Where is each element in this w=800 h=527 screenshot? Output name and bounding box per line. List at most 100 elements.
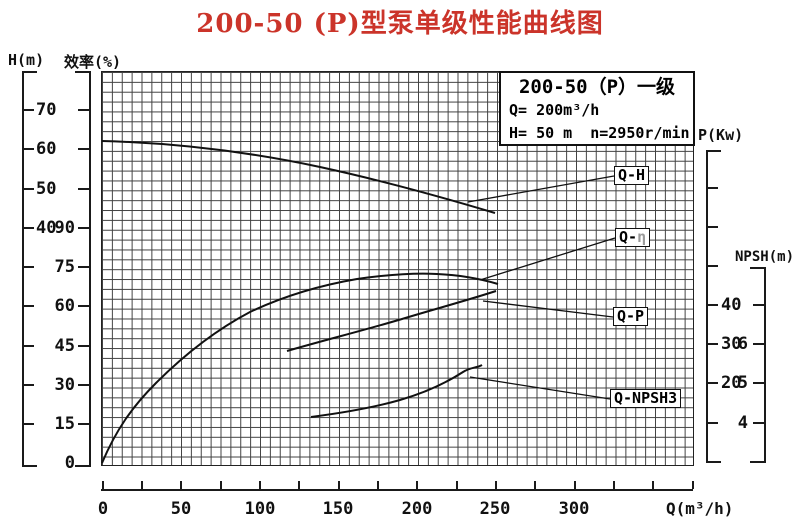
- h-tick: [22, 109, 34, 111]
- npsh-axis-title: NPSH(m): [735, 249, 795, 265]
- q-tick: [692, 481, 694, 489]
- npsh-axis-corner-top: [750, 267, 766, 269]
- q-tick: [102, 481, 104, 489]
- npsh-axis-line: [764, 267, 766, 463]
- q-tick: [495, 481, 497, 489]
- efficiency-tick: [78, 423, 90, 425]
- curve-label-q-eta-prefix: Q-: [619, 228, 638, 246]
- efficiency-tick-label: 75: [54, 257, 75, 277]
- p-axis-corner-bottom: [706, 461, 721, 463]
- h-tick: [22, 227, 34, 229]
- p-tick: [706, 343, 718, 345]
- efficiency-tick: [78, 266, 90, 268]
- h-tick-label: 40: [36, 218, 57, 238]
- p-axis-title: P(Kw): [698, 126, 744, 144]
- p-tick: [706, 226, 718, 228]
- q-tick: [456, 481, 458, 489]
- h-tick: [22, 148, 34, 150]
- q-tick: [338, 481, 340, 489]
- p-tick-label: 20: [721, 373, 742, 393]
- rated-head: H= 50 m: [509, 124, 573, 142]
- q-tick: [377, 481, 379, 489]
- p-tick: [706, 265, 718, 267]
- efficiency-tick-label: 0: [64, 453, 75, 473]
- q-tick: [298, 481, 300, 489]
- h-tick: [22, 188, 34, 190]
- h-tick-label: 60: [36, 139, 57, 159]
- efficiency-tick: [78, 227, 90, 229]
- efficiency-axis-line: [89, 71, 91, 467]
- npsh-tick: [753, 382, 765, 384]
- efficiency-tick: [78, 109, 90, 111]
- npsh-tick: [753, 304, 765, 306]
- q-tick: [220, 481, 222, 489]
- q-tick: [141, 481, 143, 489]
- p-tick: [706, 304, 718, 306]
- efficiency-tick-label: 90: [54, 218, 75, 238]
- q-tick-label: 250: [479, 499, 511, 519]
- q-tick-label: 0: [97, 499, 109, 519]
- efficiency-tick: [78, 345, 90, 347]
- h-tick: [22, 305, 34, 307]
- q-tick: [574, 481, 576, 489]
- rated-flow: Q= 200m³/h: [509, 101, 600, 119]
- pump-model: 200-50（P）一级: [518, 76, 676, 98]
- q-tick-label: 300: [558, 499, 590, 519]
- curve-label-q-h: Q-H: [614, 166, 650, 185]
- q-tick-label: 200: [401, 499, 433, 519]
- h-tick: [22, 384, 34, 386]
- efficiency-tick: [78, 188, 90, 190]
- q-tick: [652, 481, 654, 489]
- eta-symbol: η: [637, 228, 647, 246]
- h-tick: [22, 266, 34, 268]
- h-axis-title: H(m): [8, 51, 45, 69]
- npsh-tick-label: 5: [737, 373, 748, 393]
- q-tick-label: 50: [170, 499, 192, 519]
- chart-title: 200-50 (P)型泵单级性能曲线图: [196, 9, 604, 39]
- curve-label-q-npsh3: Q-NPSH3: [610, 389, 682, 408]
- efficiency-axis-title: 效率(%): [64, 53, 122, 71]
- h-tick-label: 70: [36, 100, 57, 120]
- q-axis-line: [101, 489, 693, 491]
- rated-speed: n=2950r/min: [590, 124, 690, 142]
- h-axis-line: [22, 71, 24, 467]
- h-tick-label: 50: [36, 179, 57, 199]
- h-axis-corner-bottom: [22, 465, 37, 467]
- rated-head-speed: H= 50 m n=2950r/min: [501, 122, 693, 145]
- efficiency-tick-label: 45: [54, 336, 75, 356]
- q-tick: [534, 481, 536, 489]
- h-axis-corner-top: [22, 71, 37, 73]
- info-box: 200-50（P）一级 Q= 200m³/h H= 50 m n=2950r/mi…: [499, 71, 695, 146]
- npsh-tick: [753, 343, 765, 345]
- efficiency-tick: [78, 384, 90, 386]
- curve-label-q-p: Q-P: [613, 307, 649, 326]
- q-axis-title: Q(m³/h): [666, 499, 734, 518]
- p-axis-line: [706, 150, 708, 463]
- q-tick: [259, 481, 261, 489]
- npsh-tick-label: 6: [737, 334, 748, 354]
- npsh-tick-label: 4: [737, 413, 748, 433]
- efficiency-tick-label: 15: [54, 414, 75, 434]
- p-tick: [706, 187, 718, 189]
- efficiency-tick: [78, 305, 90, 307]
- efficiency-tick-label: 30: [54, 375, 75, 395]
- p-tick: [706, 382, 718, 384]
- h-tick: [22, 345, 34, 347]
- npsh-axis-corner-bottom: [750, 461, 766, 463]
- efficiency-axis-corner-top: [75, 71, 91, 73]
- q-tick: [613, 481, 615, 489]
- npsh-tick: [753, 422, 765, 424]
- p-tick: [706, 422, 718, 424]
- q-tick-label: 150: [322, 499, 354, 519]
- p-tick-label: 40: [721, 295, 742, 315]
- efficiency-tick-label: 60: [54, 296, 75, 316]
- efficiency-axis-corner-bottom: [75, 465, 91, 467]
- q-tick: [416, 481, 418, 489]
- q-tick: [180, 481, 182, 489]
- curve-label-q-eta: Q-η: [615, 228, 651, 247]
- p-tick-label: 30: [721, 334, 742, 354]
- q-tick-label: 100: [244, 499, 276, 519]
- efficiency-tick: [78, 148, 90, 150]
- p-axis-corner-top: [706, 150, 721, 152]
